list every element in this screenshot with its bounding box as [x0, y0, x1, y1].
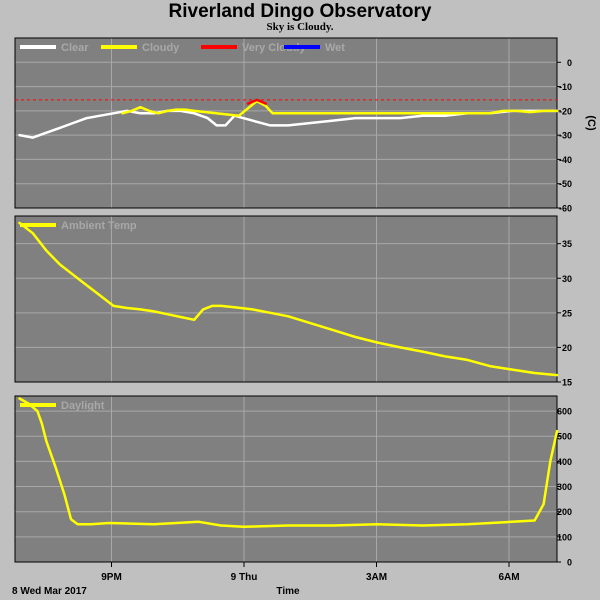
y-tick-label: 30 [562, 274, 572, 284]
x-tick-label: 3AM [366, 572, 387, 583]
x-tick-label: 9PM [101, 572, 122, 583]
y-tick-label: 200 [557, 507, 572, 517]
y-tick-label: 25 [562, 308, 572, 318]
y-tick-label: 0 [567, 558, 572, 568]
page-subtitle: Sky is Cloudy. [266, 21, 334, 33]
series-line-clear [18, 109, 559, 139]
y-axis-label: (C) [585, 115, 597, 131]
date-label: 8 Wed Mar 2017 [12, 586, 87, 597]
y-tick-label: -60 [559, 204, 572, 214]
legend-label: Wet [325, 42, 345, 54]
y-tick-label: 500 [557, 432, 572, 442]
plot-area [15, 216, 557, 382]
x-axis-label: Time [276, 586, 300, 597]
y-tick-label: -20 [559, 106, 572, 116]
y-tick-label: 300 [557, 482, 572, 492]
series-line-cloudy [121, 99, 559, 117]
y-tick-label: 15 [562, 378, 572, 388]
y-tick-label: 400 [557, 457, 572, 467]
legend-label: Cloudy [142, 42, 180, 54]
plot-frame [14, 215, 558, 383]
y-tick-label: 35 [562, 239, 572, 249]
y-tick-label: -50 [559, 179, 572, 189]
y-tick-label: 20 [562, 343, 572, 353]
y-tick-label: 600 [557, 407, 572, 417]
series-line-ambient-temp [18, 221, 559, 377]
y-tick-label: -10 [559, 82, 572, 92]
chart-panel-2: 35 30 25 20 15 Ambient Temp [14, 215, 572, 388]
x-tick-label: 6AM [498, 572, 519, 583]
series-line-daylight [18, 397, 559, 529]
page-title: Riverland Dingo Observatory [168, 1, 432, 22]
plot-frame [14, 395, 558, 563]
y-tick-label: 100 [557, 532, 572, 542]
plot-area [15, 396, 557, 562]
plot-area [15, 38, 557, 208]
y-tick-label: 0 [567, 58, 572, 68]
y-tick-label: -40 [559, 155, 572, 165]
series-line-very-cloudy [246, 98, 268, 105]
x-tick-label: 9 Thu [231, 572, 258, 583]
legend-label: Ambient Temp [61, 220, 137, 232]
y-tick-label: -30 [559, 131, 572, 141]
chart-panel-1: 0-10-20-30-40-50-60(C)Clear Cloudy Very Cl… [14, 37, 597, 214]
legend-label: Clear [61, 42, 89, 54]
chart-panel-3: 600 500 400 300 200 100 0 Daylight 9PM 9 Thu 3AM 6A… [14, 395, 572, 583]
plot-frame [14, 37, 558, 209]
legend-label: Daylight [61, 400, 105, 412]
